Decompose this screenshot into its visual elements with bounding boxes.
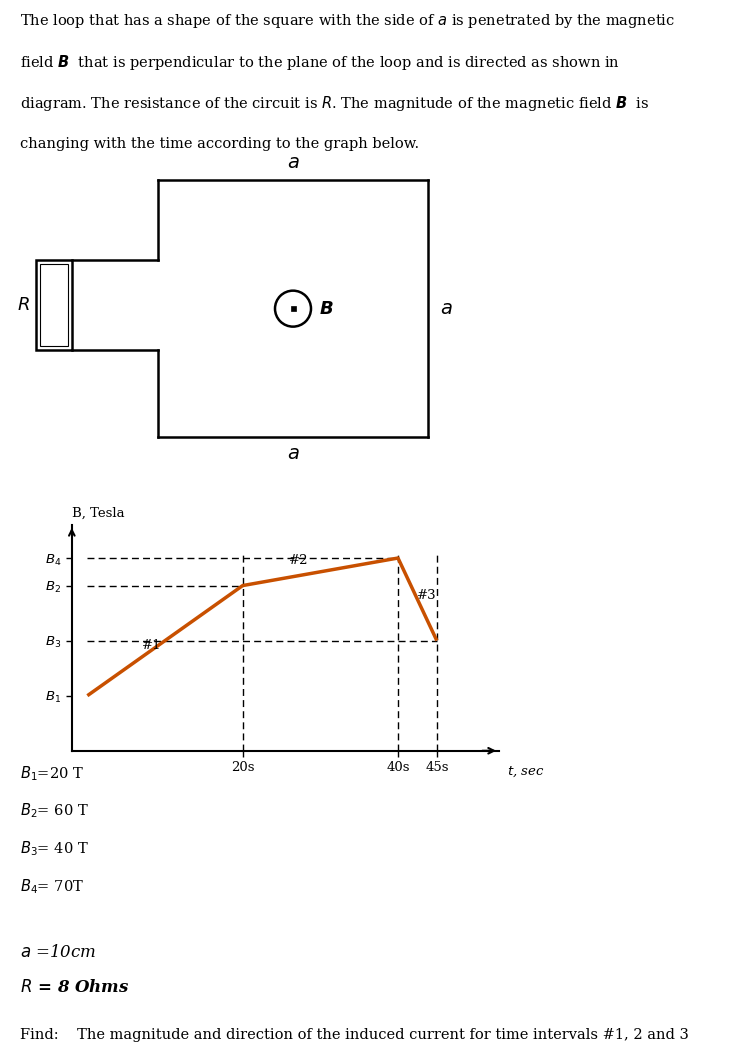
- Text: $t$, sec: $t$, sec: [507, 764, 544, 779]
- Text: #1: #1: [141, 638, 161, 652]
- Bar: [40, 265, 68, 347]
- Text: field $\boldsymbol{B}$  that is perpendicular to the plane of the loop and is di: field $\boldsymbol{B}$ that is perpendic…: [20, 54, 620, 72]
- Text: $\boldsymbol{B}$: $\boldsymbol{B}$: [319, 299, 333, 318]
- Text: $\mathit{a}$: $\mathit{a}$: [440, 299, 453, 318]
- Text: $B_4$= 70T: $B_4$= 70T: [20, 878, 85, 896]
- Text: #3: #3: [417, 589, 437, 603]
- Text: $\mathit{a}$: $\mathit{a}$: [287, 154, 299, 172]
- Text: $B_2$= 60 T: $B_2$= 60 T: [20, 802, 89, 820]
- Text: Find:    The magnitude and direction of the induced current for time intervals #: Find: The magnitude and direction of the…: [20, 1028, 689, 1042]
- Text: $\mathit{R}$: $\mathit{R}$: [17, 296, 30, 314]
- Bar: [36, 260, 72, 350]
- Text: diagram. The resistance of the circuit is $\mathit{R}$. The magnitude of the mag: diagram. The resistance of the circuit i…: [20, 94, 650, 113]
- Text: changing with the time according to the graph below.: changing with the time according to the …: [20, 136, 420, 151]
- Text: $\mathit{R}$ = 8 Ohms: $\mathit{R}$ = 8 Ohms: [20, 979, 130, 996]
- Text: The loop that has a shape of the square with the side of $\mathit{a}$ is penetra: The loop that has a shape of the square …: [20, 13, 676, 30]
- Text: $B_3$= 40 T: $B_3$= 40 T: [20, 840, 89, 858]
- Text: B, Tesla: B, Tesla: [72, 506, 125, 520]
- Text: $\mathit{a}$ =10cm: $\mathit{a}$ =10cm: [20, 944, 97, 961]
- Text: $\mathit{a}$: $\mathit{a}$: [287, 445, 299, 463]
- Text: #2: #2: [290, 553, 308, 567]
- Text: $B_1$=20 T: $B_1$=20 T: [20, 764, 85, 782]
- Bar: [290, 307, 296, 311]
